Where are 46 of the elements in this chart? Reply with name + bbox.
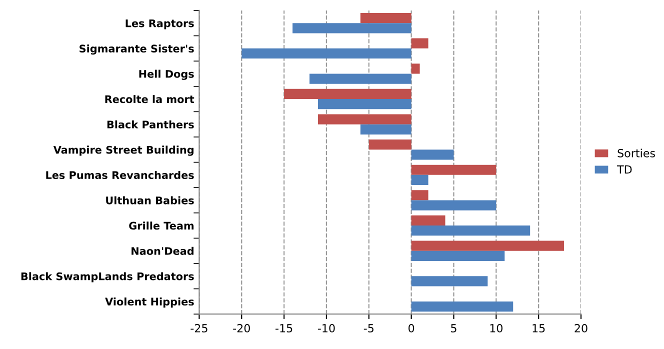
y-tick-label: Grille Team bbox=[129, 222, 194, 230]
x-tick-label: -15 bbox=[276, 324, 292, 332]
bar bbox=[411, 301, 514, 312]
bar bbox=[411, 276, 488, 286]
bar bbox=[411, 150, 454, 160]
x-tick-label: -5 bbox=[364, 324, 374, 332]
bar bbox=[310, 74, 412, 84]
y-tick-label: Black SwampLands Predators bbox=[21, 272, 194, 282]
x-tick-label: -25 bbox=[190, 324, 208, 332]
bar bbox=[368, 140, 412, 150]
bar bbox=[411, 174, 428, 186]
x-tick-label: 15 bbox=[532, 324, 545, 332]
x-tick-label: 10 bbox=[490, 324, 502, 332]
x-tick-label: 5 bbox=[451, 324, 456, 332]
y-tick-label: Sigmarante Sister's bbox=[80, 44, 194, 55]
bar bbox=[318, 114, 412, 124]
y-tick-label: Recolte la mort bbox=[105, 95, 194, 104]
bar bbox=[318, 99, 412, 110]
bar bbox=[411, 64, 420, 74]
bar bbox=[411, 226, 530, 236]
bar bbox=[360, 13, 412, 24]
bar bbox=[411, 164, 496, 175]
bar bbox=[411, 200, 496, 210]
y-tick-label: Les Pumas Revanchardes bbox=[46, 170, 194, 180]
legend-label: Sorties bbox=[618, 148, 655, 158]
y-tick-label: Naon'Dead bbox=[132, 246, 194, 255]
y-tick-label: Vampire Street Building bbox=[53, 146, 194, 156]
legend-label: TD bbox=[617, 165, 632, 174]
y-tick-label: Hell Dogs bbox=[139, 70, 194, 80]
bar bbox=[411, 240, 564, 251]
bar bbox=[411, 38, 428, 48]
x-tick-label: -10 bbox=[318, 324, 335, 332]
x-tick-label: -20 bbox=[233, 324, 250, 332]
y-tick-label: Violent Hippies bbox=[105, 297, 194, 308]
bar bbox=[292, 23, 412, 34]
bar bbox=[242, 48, 412, 59]
bar bbox=[411, 250, 505, 261]
x-tick-label: 0 bbox=[408, 324, 414, 332]
y-tick-label: Black Panthers bbox=[107, 120, 194, 128]
y-tick-label: Les Raptors bbox=[126, 19, 194, 30]
bar bbox=[411, 215, 446, 226]
bar bbox=[284, 88, 412, 100]
x-tick-label: 20 bbox=[574, 324, 588, 332]
bar bbox=[360, 124, 412, 134]
bar bbox=[411, 190, 428, 200]
y-tick-label: Ulthuan Babies bbox=[106, 196, 194, 204]
